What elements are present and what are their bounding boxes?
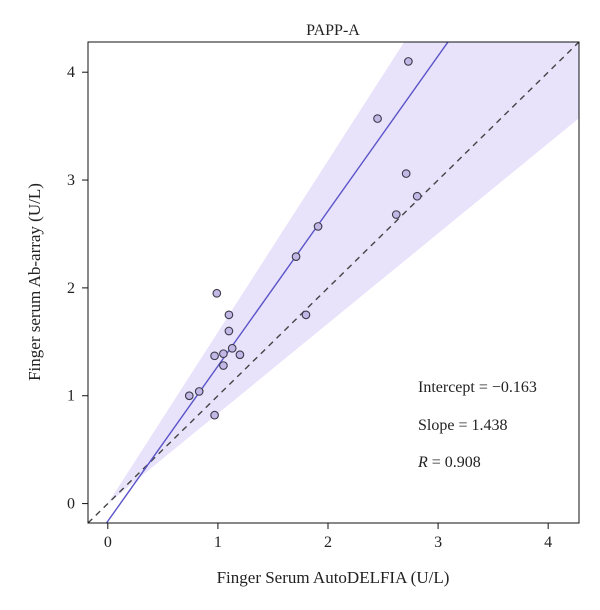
data-point — [391, 210, 401, 219]
plot-frame — [87, 41, 580, 524]
x-tick-label: 1 — [214, 534, 222, 551]
y-tick-label: 2 — [67, 280, 75, 297]
chart-title: PAPP-A — [306, 22, 360, 39]
data-point — [210, 410, 219, 420]
annotation-r: R = 0.908 — [417, 454, 481, 471]
data-point — [210, 351, 219, 361]
data-point — [227, 343, 237, 353]
y-tick-label: 3 — [67, 172, 75, 189]
x-tick-label: 2 — [324, 534, 332, 551]
data-point — [404, 57, 413, 66]
y-tick-label: 0 — [67, 496, 75, 513]
x-tick-label: 4 — [544, 534, 552, 551]
annotation-r-value: = 0.908 — [428, 454, 481, 471]
y-axis-label: Finger serum Ab-array (U/L) — [25, 183, 44, 381]
data-point — [412, 191, 422, 201]
data-point — [219, 361, 228, 370]
data-point — [313, 222, 323, 231]
annotation-intercept: Intercept = −0.163 — [418, 379, 537, 396]
data-point — [219, 349, 228, 359]
data-point — [184, 391, 194, 401]
data-point — [301, 310, 311, 320]
annotation-r-symbol: R — [417, 454, 428, 471]
y-tick-label: 4 — [67, 64, 75, 81]
y-tick-label: 1 — [67, 388, 75, 405]
x-tick-label: 0 — [104, 534, 112, 551]
data-point — [235, 350, 245, 360]
data-point — [212, 288, 222, 298]
data-point — [194, 387, 204, 396]
data-point — [224, 310, 234, 320]
data-point — [291, 252, 301, 261]
x-axis-label: Finger Serum AutoDELFIA (U/L) — [217, 568, 450, 587]
identity-line — [88, 42, 579, 523]
regression-line — [105, 42, 449, 523]
x-tick-label: 3 — [434, 534, 442, 551]
annotation-slope: Slope = 1.438 — [418, 417, 507, 434]
confidence-band — [107, 42, 579, 504]
data-point — [224, 326, 234, 336]
data-point — [401, 169, 411, 178]
data-point — [373, 114, 382, 123]
